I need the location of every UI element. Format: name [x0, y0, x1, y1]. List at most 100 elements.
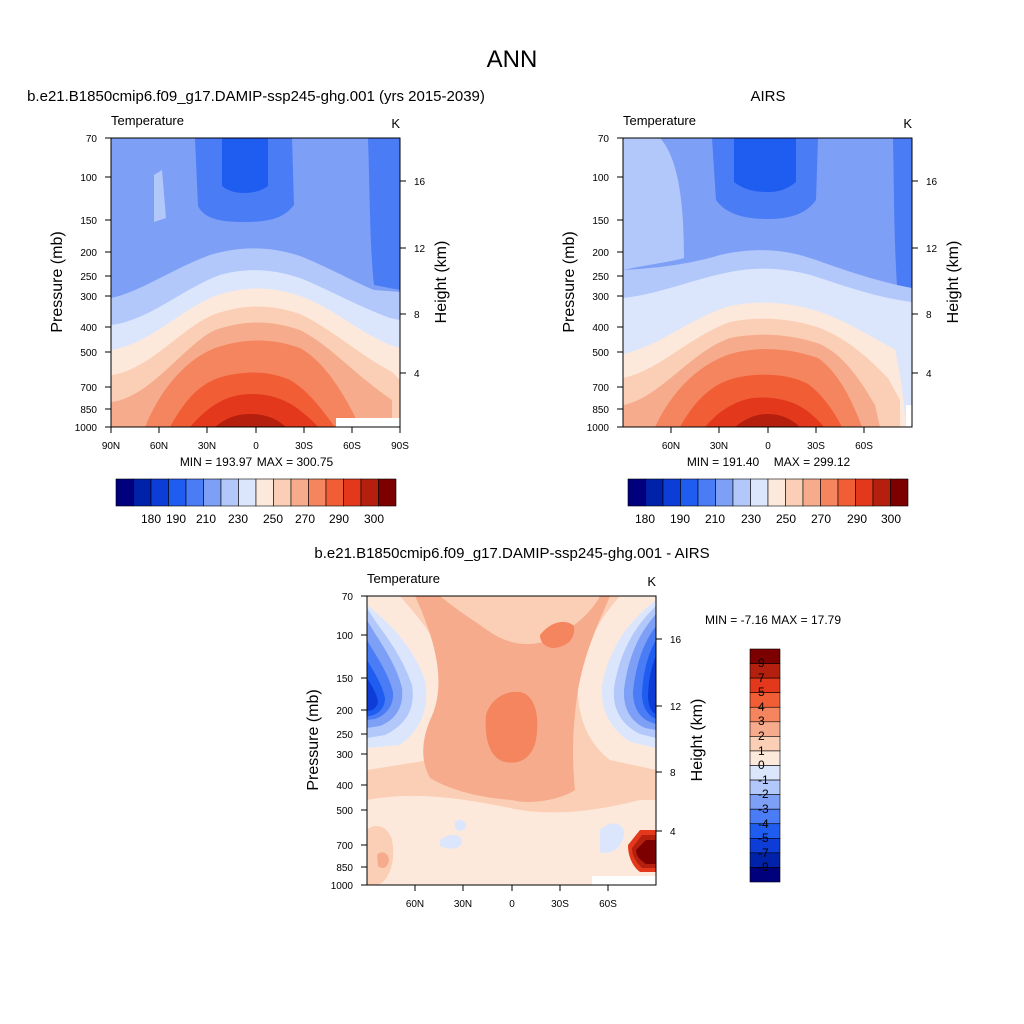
panel1-title: b.e21.B1850cmip6.f09_g17.DAMIP-ssp245-gh…	[27, 88, 485, 105]
y-tick: 70	[86, 134, 98, 145]
y2-tick: 4	[414, 369, 420, 380]
y2-tick: 16	[414, 177, 426, 188]
panel1-y-tick-marks	[105, 137, 111, 428]
panel2-y2-ticks: 16 12 8 4	[926, 177, 938, 380]
panel1-subtitle-left: Temperature	[111, 113, 184, 128]
panel2-subtitle-left: Temperature	[623, 113, 696, 128]
colorbar-swatch	[290, 478, 309, 507]
colorbar-label: 270	[295, 512, 315, 526]
x-tick: 30S	[807, 441, 825, 452]
y-tick: 700	[336, 841, 353, 852]
panel-difference: b.e21.B1850cmip6.f09_g17.DAMIP-ssp245-gh…	[305, 545, 841, 910]
panel1-y-axis-label: Pressure (mb)	[49, 231, 66, 332]
colorbar-swatch	[749, 736, 781, 752]
panel1-x-ticks: 90N 60N 30N 0 30S 60S 90S	[102, 441, 409, 452]
colorbar-swatch	[645, 478, 664, 507]
y-tick: 150	[592, 216, 609, 227]
colorbar-swatch	[872, 478, 891, 507]
x-tick: 60S	[855, 441, 873, 452]
panel-model-temperature: b.e21.B1850cmip6.f09_g17.DAMIP-ssp245-gh…	[27, 88, 485, 526]
y-tick: 850	[336, 863, 353, 874]
y-tick: 100	[592, 173, 609, 184]
y2-tick: 4	[670, 827, 676, 838]
colorbar-label: -7	[758, 846, 769, 860]
x-tick: 60N	[406, 899, 424, 910]
colorbar-label: 0	[758, 758, 765, 772]
colorbar-label: 230	[741, 512, 761, 526]
colorbar-swatch	[308, 478, 327, 507]
y-tick: 700	[592, 383, 609, 394]
colorbar-label: 300	[364, 512, 384, 526]
panel1-subtitle-right: K	[391, 116, 400, 131]
panel1-x-tick-marks	[110, 427, 401, 433]
panel2-contour-field	[623, 138, 912, 427]
colorbar-label: 250	[776, 512, 796, 526]
y-tick: 1000	[75, 423, 98, 434]
colorbar-swatch	[749, 677, 781, 693]
colorbar-swatch	[715, 478, 734, 507]
panel2-y-ticks: 70 100 150 200 250 300 400 500 700 850 1…	[587, 134, 610, 434]
panel2-y-axis-label: Pressure (mb)	[561, 231, 578, 332]
colorbar-label: -1	[758, 773, 769, 787]
colorbar-swatch	[749, 867, 781, 883]
y2-tick: 12	[414, 244, 426, 255]
y-tick: 1000	[331, 881, 354, 892]
panel3-colorbar	[749, 648, 781, 883]
colorbar-swatch	[749, 706, 781, 723]
colorbar-label: 7	[758, 671, 765, 685]
colorbar-swatch	[115, 478, 134, 507]
colorbar-swatch	[749, 750, 781, 766]
y-tick: 700	[80, 383, 97, 394]
colorbar-swatch	[855, 478, 874, 507]
x-tick: 0	[509, 899, 515, 910]
colorbar-swatch	[203, 478, 222, 507]
y-tick: 400	[80, 323, 97, 334]
y2-tick: 8	[926, 310, 932, 321]
y-tick: 300	[592, 292, 609, 303]
colorbar-swatch	[749, 692, 781, 708]
panel3-colorbar-labels: 9 7 5 4 3 2 1 0 -1 -2 -3 -4 -5 -7 -9	[758, 656, 769, 874]
colorbar-swatch	[627, 478, 646, 507]
panel1-max-label: MAX = 300.75	[257, 455, 334, 469]
colorbar-swatch	[168, 478, 187, 507]
panel3-contour-field	[367, 596, 656, 885]
y-tick: 250	[592, 272, 609, 283]
colorbar-label: -3	[758, 802, 769, 816]
y-tick: 300	[80, 292, 97, 303]
x-tick: 90N	[102, 441, 120, 452]
colorbar-label: 250	[263, 512, 283, 526]
panel1-y2-tick-marks	[400, 180, 406, 374]
colorbar-label: 4	[758, 700, 765, 714]
x-tick: 0	[765, 441, 771, 452]
colorbar-swatch	[325, 478, 344, 507]
colorbar-swatch	[697, 478, 716, 507]
colorbar-swatch	[802, 478, 821, 507]
panel3-minmax-label: MIN = -7.16 MAX = 17.79	[705, 613, 841, 627]
panel3-title: b.e21.B1850cmip6.f09_g17.DAMIP-ssp245-gh…	[314, 545, 709, 562]
y-tick: 1000	[587, 423, 610, 434]
x-tick: 30N	[454, 899, 472, 910]
x-tick: 30S	[551, 899, 569, 910]
colorbar-swatch	[749, 648, 781, 664]
x-tick: 30N	[710, 441, 728, 452]
colorbar-swatch	[185, 478, 204, 507]
y-tick: 150	[336, 674, 353, 685]
colorbar-label: 300	[881, 512, 901, 526]
panel3-subtitle-left: Temperature	[367, 571, 440, 586]
panel1-contour-field	[111, 138, 400, 427]
panel3-y-tick-marks	[361, 595, 367, 886]
colorbar-swatch	[732, 478, 751, 507]
colorbar-swatch	[273, 478, 292, 507]
colorbar-label: 290	[847, 512, 867, 526]
colorbar-swatch	[238, 478, 257, 507]
colorbar-swatch	[255, 478, 274, 507]
y-tick: 400	[336, 781, 353, 792]
y2-tick: 16	[670, 635, 682, 646]
colorbar-label: 1	[758, 744, 765, 758]
x-tick: 0	[253, 441, 259, 452]
y-tick: 100	[80, 173, 97, 184]
y2-tick: 8	[414, 310, 420, 321]
x-tick: 60S	[343, 441, 361, 452]
y-tick: 100	[336, 631, 353, 642]
colorbar-label: 210	[196, 512, 216, 526]
